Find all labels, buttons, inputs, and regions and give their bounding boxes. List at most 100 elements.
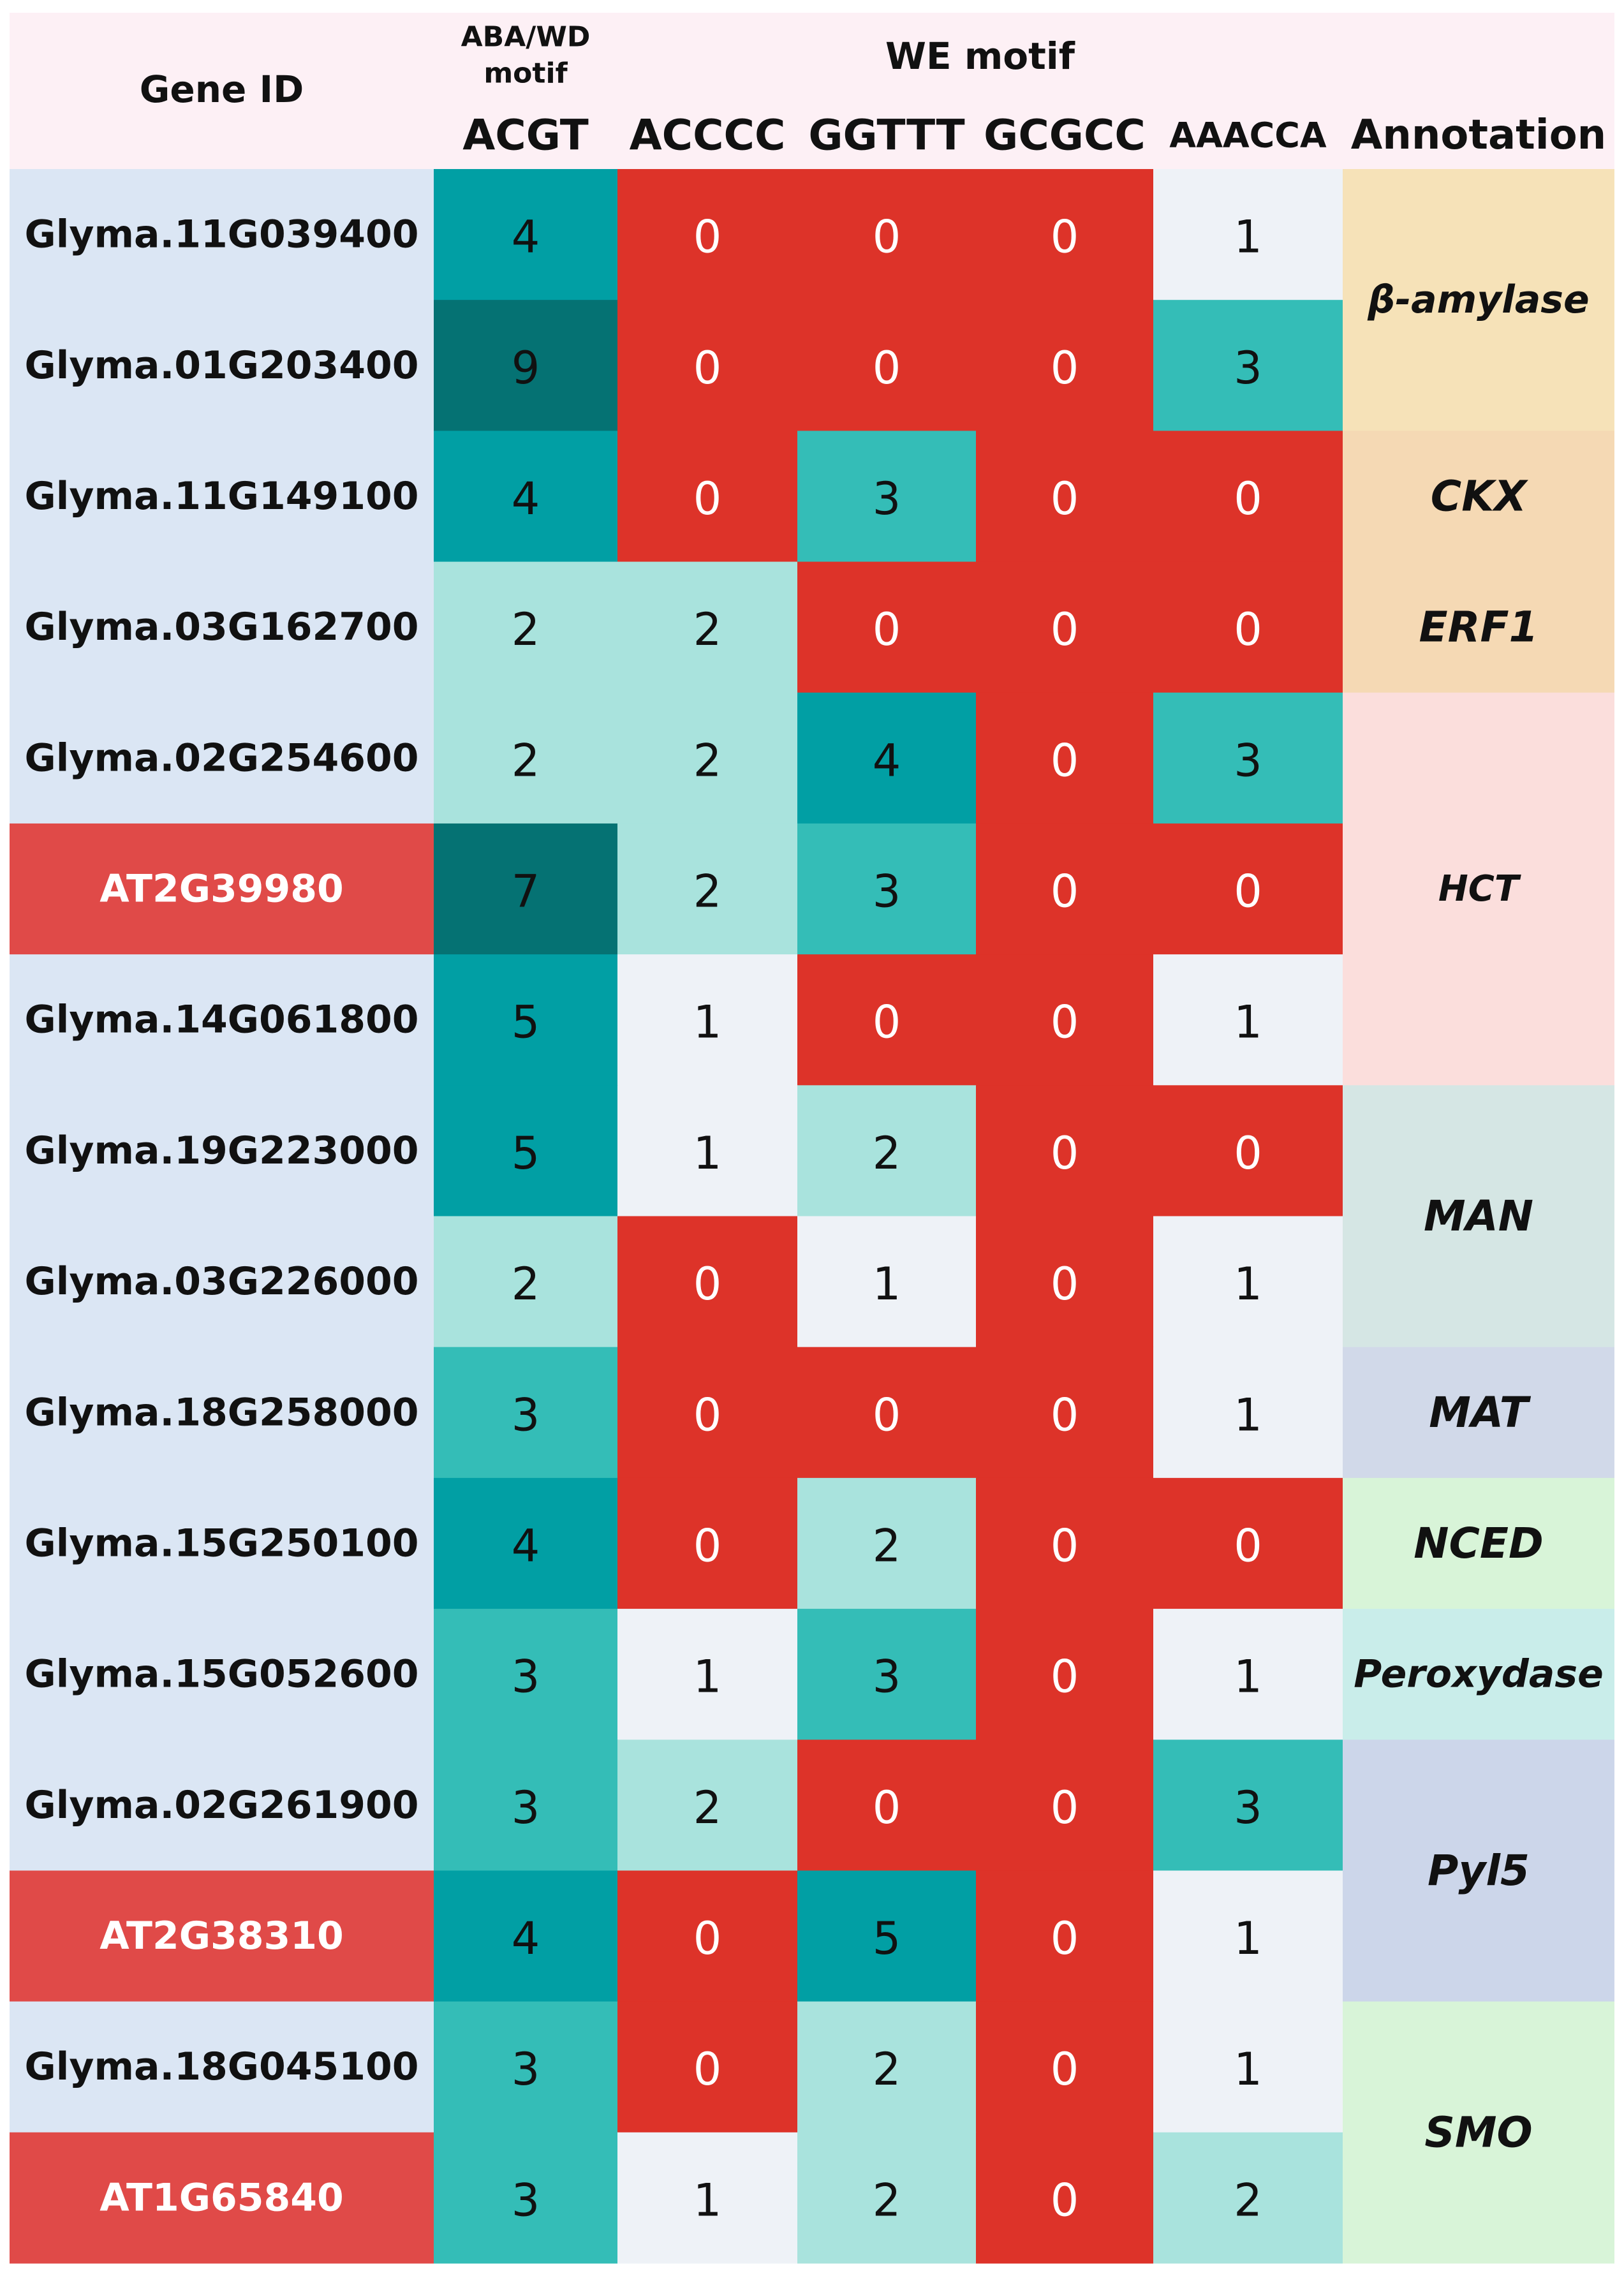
cell-value-label: 0 xyxy=(1051,1127,1079,1179)
heatmap-cell xyxy=(617,1085,798,1216)
heatmap-cell xyxy=(1153,1609,1343,1740)
heatmap-cell xyxy=(797,561,977,693)
heatmap-cell xyxy=(434,1870,618,2002)
heatmap-cell xyxy=(797,1216,977,1348)
heatmap-cell xyxy=(976,1477,1154,1609)
cell-value-label: 0 xyxy=(1051,1258,1079,1310)
gene-id-label: Glyma.14G061800 xyxy=(25,998,419,1042)
heatmap-cell xyxy=(617,2132,798,2264)
cell-value-label: 0 xyxy=(693,1258,722,1310)
gene-id-header: Gene ID xyxy=(140,68,304,111)
heatmap-cell xyxy=(1153,431,1343,563)
heatmap-cell xyxy=(617,1870,798,2002)
cell-value-label: 0 xyxy=(1234,603,1262,656)
heatmap-cell xyxy=(434,1477,618,1609)
annotation-label: MAT xyxy=(1429,1388,1531,1437)
heatmap-cell xyxy=(797,431,977,563)
cell-value-label: 0 xyxy=(1051,996,1079,1049)
cell-value-label: 2 xyxy=(512,1258,540,1310)
gene-id-cell-bg xyxy=(10,1085,434,1216)
cell-value-label: 0 xyxy=(873,996,901,1049)
cell-value-label: 0 xyxy=(1051,473,1079,525)
heatmap-cell xyxy=(434,561,618,693)
annotation-band xyxy=(1343,1085,1614,1348)
heatmap-cell xyxy=(797,692,977,824)
cell-value-label: 1 xyxy=(693,2174,722,2226)
annotation-header: Annotation xyxy=(1351,112,1606,159)
cell-value-label: 0 xyxy=(1051,1782,1079,1834)
heatmap-cell xyxy=(976,1085,1154,1216)
annotation-label: Peroxydase xyxy=(1354,1652,1604,1697)
cell-value-label: 2 xyxy=(873,2043,901,2095)
heatmap-cell xyxy=(976,1216,1154,1348)
annotation-band xyxy=(1343,1347,1614,1479)
gene-id-label: Glyma.11G039400 xyxy=(25,212,419,257)
gene-id-label: Glyma.02G261900 xyxy=(25,1783,419,1828)
heatmap-cell xyxy=(797,1347,977,1479)
column-header-aaacca: AAACCA xyxy=(1169,115,1327,156)
cell-value-label: 0 xyxy=(873,342,901,394)
cell-value-label: 0 xyxy=(1051,211,1079,263)
cell-value-label: 1 xyxy=(1234,996,1262,1049)
cell-value-label: 0 xyxy=(873,1389,901,1441)
gene-id-label: Glyma.18G045100 xyxy=(25,2044,419,2089)
cell-value-label: 2 xyxy=(1234,2174,1262,2226)
heatmap-cell xyxy=(434,1216,618,1348)
cell-value-label: 0 xyxy=(873,211,901,263)
heatmap-cell xyxy=(1153,2001,1343,2133)
annotation-label: ERF1 xyxy=(1419,603,1539,652)
gene-id-cell-bg xyxy=(10,1477,434,1609)
cell-value-label: 3 xyxy=(1234,342,1262,394)
heatmap-cell xyxy=(617,1740,798,1871)
cell-value-label: 2 xyxy=(873,1127,901,1179)
gene-id-label: Glyma.01G203400 xyxy=(25,343,419,388)
heatmap-cell xyxy=(617,1477,798,1609)
heatmap-cell xyxy=(617,692,798,824)
cell-value-label: 3 xyxy=(512,2174,540,2226)
cell-value-label: 4 xyxy=(512,473,540,525)
gene-id-cell-bg xyxy=(10,1740,434,1871)
heatmap-cell xyxy=(617,2001,798,2133)
gene-id-cell-bg xyxy=(10,954,434,1086)
gene-id-label: Glyma.03G226000 xyxy=(25,1259,419,1304)
heatmap-cell xyxy=(1153,1477,1343,1609)
gene-id-column: Glyma.11G039400 Glyma.01G203400 Glyma.11G1… xyxy=(10,169,434,2264)
heatmap-cell xyxy=(797,1740,977,1871)
cell-value-label: 1 xyxy=(693,1127,722,1179)
cell-value-label: 1 xyxy=(693,996,722,1049)
heatmap-cell xyxy=(976,1870,1154,2002)
heatmap-cell xyxy=(617,169,798,300)
cell-value-label: 0 xyxy=(1051,1389,1079,1441)
heatmap-cell xyxy=(434,823,618,955)
heatmap-cell xyxy=(976,300,1154,431)
heatmap-cell xyxy=(1153,169,1343,300)
gene-id-cell-bg xyxy=(10,561,434,693)
heatmap-cell xyxy=(617,431,798,563)
cell-value-label: 0 xyxy=(1051,734,1079,787)
heatmap-cell xyxy=(1153,1870,1343,2002)
cell-value-label: 1 xyxy=(1234,1389,1262,1441)
cell-value-label: 0 xyxy=(1234,1519,1262,1572)
gene-id-cell-bg xyxy=(10,692,434,824)
cell-value-label: 2 xyxy=(512,734,540,787)
heatmap-cell xyxy=(976,169,1154,300)
cell-value-label: 0 xyxy=(693,1389,722,1441)
gene-id-cell-bg xyxy=(10,823,434,955)
cell-value-label: 3 xyxy=(512,1389,540,1441)
heatmap-cell xyxy=(797,823,977,955)
heatmap-cell xyxy=(976,431,1154,563)
cell-value-label: 0 xyxy=(1051,2174,1079,2226)
group-label-aba-wd-line1: ABA/WD xyxy=(461,21,591,54)
gene-id-cell-bg xyxy=(10,1216,434,1348)
heatmap-cell xyxy=(797,2001,977,2133)
heatmap-cell xyxy=(617,823,798,955)
annotation-band xyxy=(1343,561,1614,693)
gene-id-cell-bg xyxy=(10,1609,434,1740)
cell-value-label: 2 xyxy=(693,1782,722,1834)
gene-id-label: Glyma.18G258000 xyxy=(25,1390,419,1435)
heatmap-cell xyxy=(797,1085,977,1216)
heatmap-cell xyxy=(1153,1216,1343,1348)
cell-value-label: 0 xyxy=(873,603,901,656)
cell-value-label: 3 xyxy=(873,866,901,918)
heatmap-cell xyxy=(976,823,1154,955)
